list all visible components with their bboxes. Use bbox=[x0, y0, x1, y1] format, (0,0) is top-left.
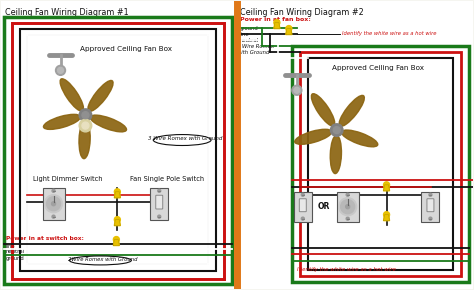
Text: Identify the white wire as a hot wire: Identify the white wire as a hot wire bbox=[297, 267, 396, 272]
Circle shape bbox=[429, 217, 432, 220]
Circle shape bbox=[113, 237, 119, 242]
Ellipse shape bbox=[44, 114, 81, 129]
Text: 2 Wire Romex
with Ground: 2 Wire Romex with Ground bbox=[237, 44, 274, 55]
Text: Power in at switch box:: Power in at switch box: bbox=[6, 235, 83, 241]
Circle shape bbox=[79, 109, 92, 122]
Circle shape bbox=[52, 189, 55, 192]
Text: line: line bbox=[240, 32, 250, 37]
Circle shape bbox=[52, 215, 55, 218]
Circle shape bbox=[301, 193, 304, 196]
Circle shape bbox=[114, 189, 120, 195]
Text: Approved Ceiling Fan Box: Approved Ceiling Fan Box bbox=[81, 46, 173, 52]
Ellipse shape bbox=[79, 120, 90, 159]
FancyBboxPatch shape bbox=[299, 199, 306, 212]
Circle shape bbox=[333, 127, 340, 134]
Circle shape bbox=[339, 198, 356, 216]
Circle shape bbox=[114, 217, 120, 223]
Text: Fan Single Pole Switch: Fan Single Pole Switch bbox=[130, 176, 204, 182]
Circle shape bbox=[341, 200, 355, 214]
Circle shape bbox=[383, 212, 390, 218]
Ellipse shape bbox=[330, 135, 341, 174]
Circle shape bbox=[346, 217, 349, 220]
Circle shape bbox=[294, 87, 300, 93]
Circle shape bbox=[346, 193, 349, 196]
Circle shape bbox=[82, 112, 89, 119]
Ellipse shape bbox=[339, 95, 365, 126]
Text: line: line bbox=[6, 244, 15, 249]
Text: neutral: neutral bbox=[6, 249, 25, 255]
Circle shape bbox=[158, 189, 161, 192]
Circle shape bbox=[301, 217, 304, 220]
Ellipse shape bbox=[88, 80, 113, 111]
Circle shape bbox=[383, 182, 390, 188]
Circle shape bbox=[429, 193, 432, 196]
Polygon shape bbox=[274, 23, 280, 28]
Circle shape bbox=[346, 205, 350, 209]
Ellipse shape bbox=[295, 129, 332, 144]
Ellipse shape bbox=[311, 94, 335, 126]
Polygon shape bbox=[114, 192, 120, 198]
Circle shape bbox=[46, 197, 61, 211]
Text: Power in at fan box:: Power in at fan box: bbox=[240, 17, 311, 22]
Text: 2Wire Romex with Ground: 2Wire Romex with Ground bbox=[69, 258, 138, 262]
Text: Approved Ceiling Fan Box: Approved Ceiling Fan Box bbox=[332, 65, 424, 71]
Text: 3 Wire Romex with Ground: 3 Wire Romex with Ground bbox=[148, 135, 223, 141]
Text: ground: ground bbox=[6, 256, 25, 262]
Ellipse shape bbox=[342, 130, 378, 147]
Circle shape bbox=[82, 122, 89, 129]
Circle shape bbox=[79, 119, 92, 132]
Text: Light Dimmer Switch: Light Dimmer Switch bbox=[33, 176, 102, 182]
FancyBboxPatch shape bbox=[294, 192, 312, 222]
Ellipse shape bbox=[90, 115, 127, 132]
Polygon shape bbox=[114, 220, 120, 226]
Polygon shape bbox=[286, 28, 292, 35]
Text: Ceiling Fan Wiring Diagram #2: Ceiling Fan Wiring Diagram #2 bbox=[240, 8, 364, 17]
FancyBboxPatch shape bbox=[150, 188, 168, 220]
Text: OR: OR bbox=[318, 202, 330, 211]
Text: neutral: neutral bbox=[240, 37, 259, 43]
Circle shape bbox=[292, 85, 302, 95]
Text: Ceiling Fan Wiring Diagram #1: Ceiling Fan Wiring Diagram #1 bbox=[5, 8, 128, 17]
Circle shape bbox=[274, 20, 280, 26]
Text: Identify the white wire as a hot wire: Identify the white wire as a hot wire bbox=[342, 31, 436, 36]
Polygon shape bbox=[383, 215, 390, 221]
Circle shape bbox=[52, 202, 55, 206]
Circle shape bbox=[57, 67, 64, 73]
Circle shape bbox=[286, 26, 292, 32]
Circle shape bbox=[330, 124, 343, 136]
Circle shape bbox=[158, 215, 161, 218]
Circle shape bbox=[55, 65, 65, 75]
FancyBboxPatch shape bbox=[337, 192, 359, 222]
Polygon shape bbox=[383, 185, 390, 191]
Polygon shape bbox=[113, 240, 119, 246]
FancyBboxPatch shape bbox=[156, 195, 163, 209]
FancyBboxPatch shape bbox=[43, 188, 64, 220]
Circle shape bbox=[45, 195, 63, 213]
FancyBboxPatch shape bbox=[427, 199, 434, 212]
Text: ground: ground bbox=[240, 26, 259, 30]
Ellipse shape bbox=[60, 79, 83, 111]
FancyBboxPatch shape bbox=[421, 192, 439, 222]
